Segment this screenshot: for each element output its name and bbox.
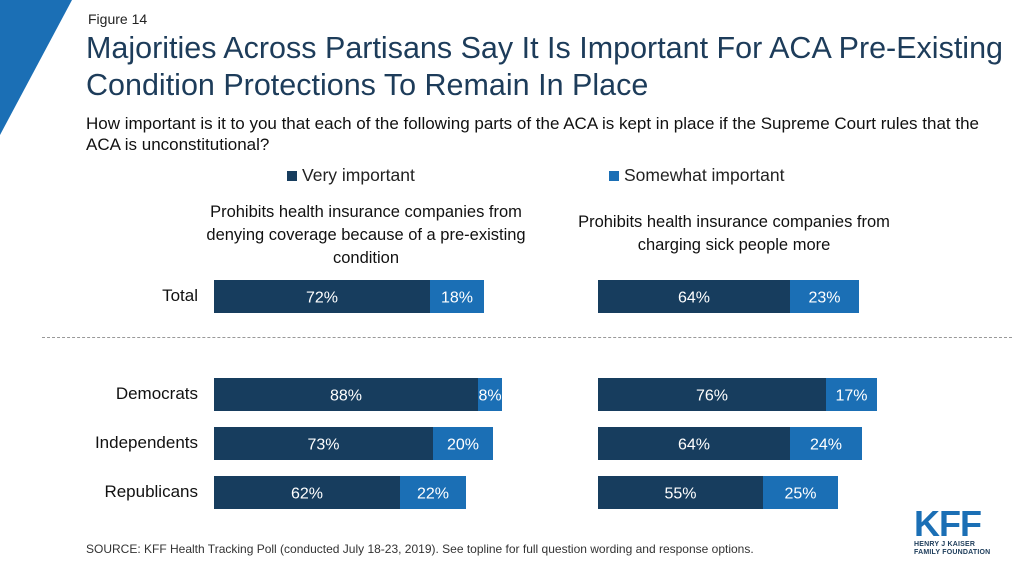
bar-label-panel1-democrats-very: 88% — [330, 388, 362, 405]
bar-label-panel2-independents-very: 64% — [678, 437, 710, 454]
bar-label-panel2-total-very: 64% — [678, 290, 710, 307]
panel-title-denying-coverage: Prohibits health insurance companies fro… — [206, 203, 526, 267]
legend-swatch-somewhat — [609, 170, 619, 181]
legend-item-somewhat-important: Somewhat important — [609, 165, 785, 186]
bar-panel1-republicans-very — [214, 476, 400, 509]
logo-line-2: FAMILY FOUNDATION — [914, 549, 991, 556]
row-label-total: Total — [162, 286, 198, 305]
legend-item-very-important: Very important — [287, 165, 415, 186]
bar-label-panel2-democrats-somewhat: 17% — [835, 388, 867, 405]
bar-panel1-democrats-very — [214, 378, 478, 411]
bar-label-panel1-republicans-very: 62% — [291, 486, 323, 503]
bar-label-panel1-democrats-somewhat: 8% — [478, 388, 501, 405]
chart-title: Majorities Across Partisans Say It Is Im… — [86, 31, 1004, 102]
bar-panel2-total-somewhat — [790, 280, 859, 313]
bar-label-panel1-republicans-somewhat: 22% — [417, 486, 449, 503]
legend-label-somewhat: Somewhat important — [624, 165, 785, 185]
row-label-republicans: Republicans — [104, 482, 198, 501]
group-divider — [42, 337, 1012, 338]
bar-panel2-independents-very — [598, 427, 790, 460]
bar-panel1-republicans-somewhat — [400, 476, 466, 509]
logo-line-1: HENRY J KAISER — [914, 541, 976, 548]
row-label-independents: Independents — [94, 433, 198, 452]
bar-panel1-independents-very — [214, 427, 433, 460]
bar-panel1-independents-somewhat — [433, 427, 493, 460]
panel-title-charging-sick: Prohibits health insurance companies fro… — [578, 213, 890, 254]
corner-accent-shape — [0, 0, 72, 135]
bar-label-panel2-republicans-very: 55% — [664, 486, 696, 503]
row-label-democrats: Democrats — [115, 384, 198, 403]
bar-label-panel1-independents-somewhat: 20% — [447, 437, 479, 454]
source-note: SOURCE: KFF Health Tracking Poll (conduc… — [86, 542, 754, 556]
bar-label-panel1-independents-very: 73% — [307, 437, 339, 454]
bar-panel1-democrats-somewhat — [478, 378, 502, 411]
bar-label-panel2-total-somewhat: 23% — [808, 290, 840, 307]
figure-label: Figure 14 — [88, 11, 148, 27]
bar-label-panel1-total-somewhat: 18% — [441, 290, 473, 307]
bar-label-panel2-independents-somewhat: 24% — [810, 437, 842, 454]
bar-label-panel2-democrats-very: 76% — [696, 388, 728, 405]
bar-panel2-independents-somewhat — [790, 427, 862, 460]
bar-panel1-total-very — [214, 280, 430, 313]
bar-panel2-republicans-somewhat — [763, 476, 838, 509]
logo-mark: KFF — [914, 503, 982, 544]
bar-panel2-total-very — [598, 280, 790, 313]
bar-label-panel1-total-very: 72% — [306, 290, 338, 307]
legend-swatch-very — [287, 170, 297, 181]
legend-label-very: Very important — [302, 165, 415, 185]
chart-subtitle: How important is it to you that each of … — [86, 114, 979, 154]
bar-panel2-democrats-somewhat — [826, 378, 877, 411]
kff-logo: KFF HENRY J KAISER FAMILY FOUNDATION — [914, 503, 994, 557]
bar-panel2-democrats-very — [598, 378, 826, 411]
bar-label-panel2-republicans-somewhat: 25% — [784, 486, 816, 503]
bar-panel1-total-somewhat — [430, 280, 484, 313]
bar-panel2-republicans-very — [598, 476, 763, 509]
